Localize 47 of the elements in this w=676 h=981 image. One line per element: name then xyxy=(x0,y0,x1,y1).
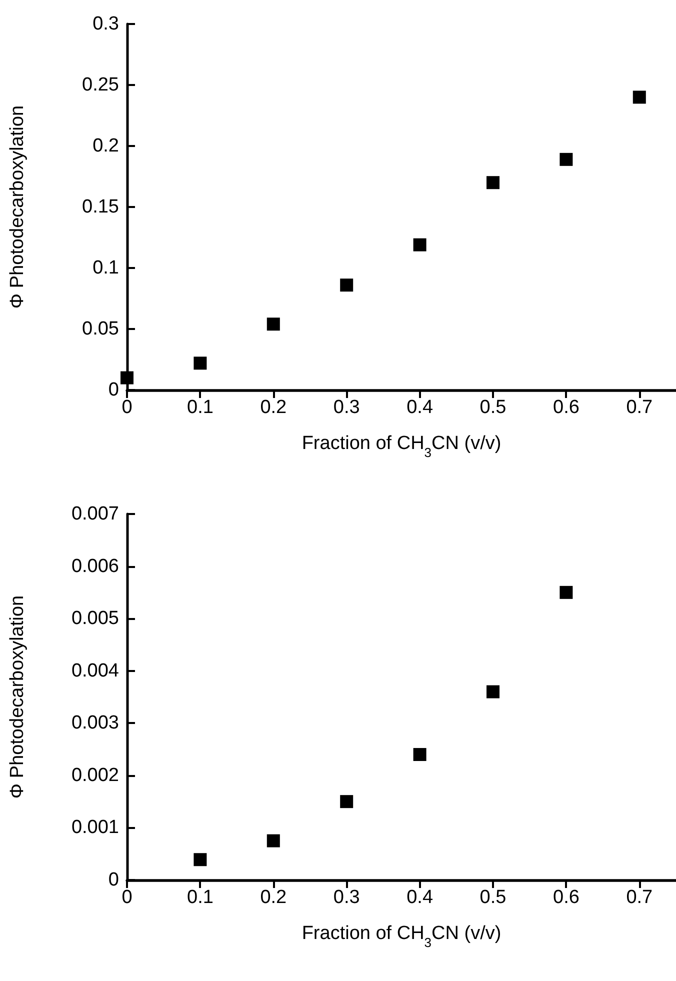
y-tick-label: 0.05 xyxy=(82,318,119,340)
y-tick-label: 0.1 xyxy=(92,258,119,278)
x-tick-label: 0.1 xyxy=(186,887,214,908)
point xyxy=(266,318,280,331)
x-tick-label: 0 xyxy=(122,887,132,908)
y-tick-label: 0 xyxy=(108,870,119,890)
y-tick-label: 0.005 xyxy=(71,608,119,630)
x-tick-label: 0.4 xyxy=(406,887,434,908)
x-tick-label: 0.2 xyxy=(260,397,287,418)
x-tick-label: 0.6 xyxy=(552,397,580,418)
point xyxy=(486,685,500,698)
y-tick-label: 0.2 xyxy=(92,136,119,156)
point xyxy=(560,586,573,599)
point xyxy=(340,278,354,292)
point xyxy=(340,795,354,808)
y-tick-label: 0.003 xyxy=(71,712,119,734)
x-tick-label: 0.1 xyxy=(186,397,214,418)
y-axis-title: Φ Photodecarboxylation xyxy=(7,105,28,309)
y-tick-label: 0.15 xyxy=(82,196,119,218)
x-tick-label: 0.4 xyxy=(406,397,434,418)
x-tick-label: 0.5 xyxy=(480,397,506,418)
x-tick-label: 0 xyxy=(122,397,132,418)
x-tick-label: 0.7 xyxy=(626,887,653,908)
y-tick-label: 0.25 xyxy=(82,74,119,96)
y-tick-label: 0.001 xyxy=(71,817,119,838)
point xyxy=(266,834,280,848)
x-tick-label: 0.5 xyxy=(480,887,506,908)
y-tick-label: 0.3 xyxy=(92,14,119,34)
y-tick-label: 0.004 xyxy=(71,660,120,682)
y-axis-title: Φ Photodecarboxylation xyxy=(7,595,28,799)
point xyxy=(486,176,500,190)
y-tick-label: 0 xyxy=(108,380,119,400)
point xyxy=(194,853,207,866)
x-tick-label: 0.6 xyxy=(552,887,580,908)
point xyxy=(413,238,426,252)
x-tick-label: 0.7 xyxy=(626,397,653,418)
x-tick-label: 0.3 xyxy=(333,397,360,418)
point xyxy=(413,748,426,762)
y-tick-label: 0.006 xyxy=(71,556,119,577)
y-tick-label: 0.002 xyxy=(71,764,119,786)
point xyxy=(560,152,573,166)
point xyxy=(120,371,134,384)
point xyxy=(194,356,207,370)
y-tick-label: 0.007 xyxy=(71,504,119,524)
point xyxy=(632,90,646,104)
x-tick-label: 0.2 xyxy=(260,887,287,908)
x-tick-label: 0.3 xyxy=(333,887,360,908)
